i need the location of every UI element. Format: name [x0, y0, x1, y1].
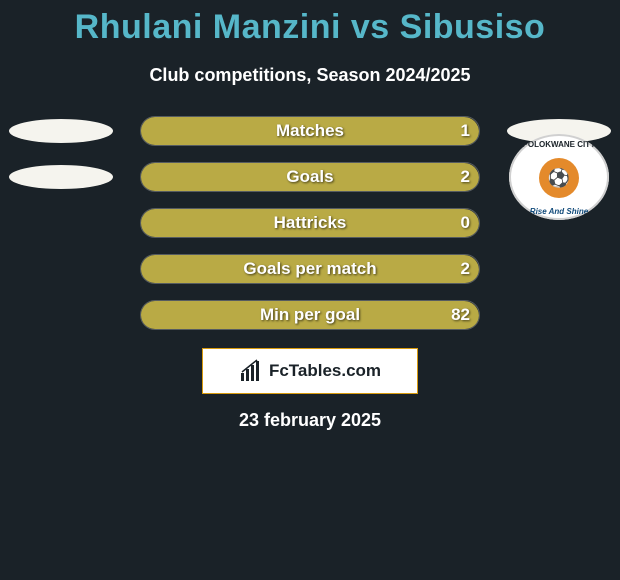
barchart-icon: [239, 359, 263, 383]
stat-value-right: 1: [451, 116, 480, 146]
stat-row: Min per goal82: [0, 300, 620, 330]
bar-right-fill: [140, 163, 479, 192]
placeholder-ellipse-icon: [9, 165, 113, 189]
stat-bar: Min per goal: [140, 300, 480, 330]
right-badge: POLOKWANE CITY ⚽ Rise And Shine: [504, 134, 614, 220]
stat-bar: Goals per match: [140, 254, 480, 284]
stat-value-right: 2: [451, 254, 480, 284]
bar-right-fill: [140, 209, 479, 238]
page-subtitle: Club competitions, Season 2024/2025: [0, 65, 620, 86]
footer-date: 23 february 2025: [0, 410, 620, 431]
page-title: Rhulani Manzini vs Sibusiso: [0, 0, 620, 47]
left-badge: [6, 116, 116, 146]
club-logo-icon: POLOKWANE CITY ⚽ Rise And Shine: [509, 134, 609, 220]
left-badge: [6, 162, 116, 192]
stat-value-right: 0: [451, 208, 480, 238]
brand-text: FcTables.com: [269, 361, 381, 381]
bar-right-fill: [140, 301, 479, 330]
stat-value-right: 82: [441, 300, 480, 330]
stat-bar: Matches: [140, 116, 480, 146]
stat-bar: Goals: [140, 162, 480, 192]
bar-right-fill: [140, 255, 479, 284]
placeholder-ellipse-icon: [9, 119, 113, 143]
bar-right-fill: [140, 117, 479, 146]
stat-value-right: 2: [451, 162, 480, 192]
comparison-card: Rhulani Manzini vs Sibusiso Club competi…: [0, 0, 620, 580]
club-logo-top-text: POLOKWANE CITY: [509, 140, 609, 149]
brand-badge: FcTables.com: [202, 348, 418, 394]
stat-row: Goals per match2: [0, 254, 620, 284]
stat-bar: Hattricks: [140, 208, 480, 238]
club-logo-center-icon: ⚽: [539, 158, 579, 198]
club-logo-bottom-text: Rise And Shine: [509, 207, 609, 216]
